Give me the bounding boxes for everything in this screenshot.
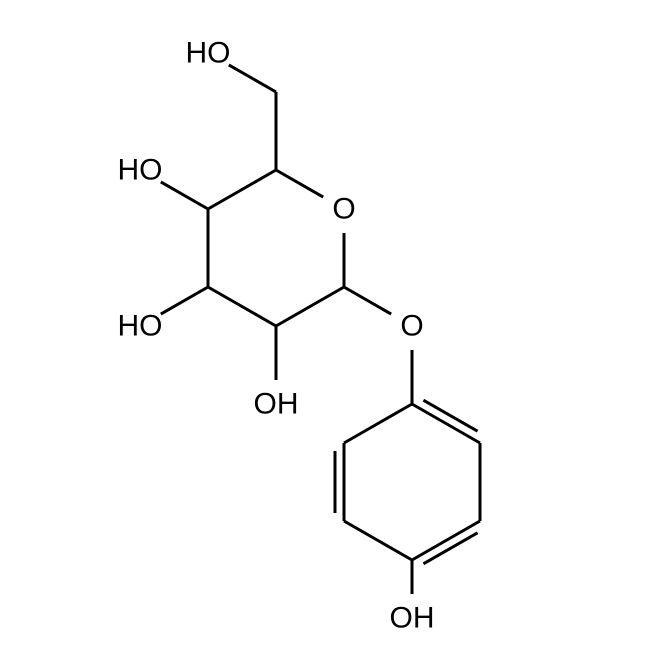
atom-label: O: [400, 310, 423, 343]
bond: [412, 521, 480, 560]
bond: [208, 287, 276, 326]
atom-label: OH: [254, 388, 299, 421]
bond: [161, 182, 208, 209]
atom-label: HO: [118, 154, 163, 187]
bond: [161, 287, 208, 314]
bond: [412, 404, 480, 443]
bond: [208, 170, 276, 209]
chemical-structure: HOOHOHOOHOOH: [0, 0, 650, 650]
atom-label: HO: [118, 310, 163, 343]
bond: [276, 287, 344, 326]
bond: [276, 170, 323, 197]
bond: [344, 287, 391, 314]
bond: [229, 65, 276, 92]
atom-label: HO: [186, 37, 231, 70]
bond: [344, 521, 412, 560]
atom-label: O: [332, 193, 355, 226]
atom-label: OH: [390, 602, 435, 635]
bond: [344, 404, 412, 443]
